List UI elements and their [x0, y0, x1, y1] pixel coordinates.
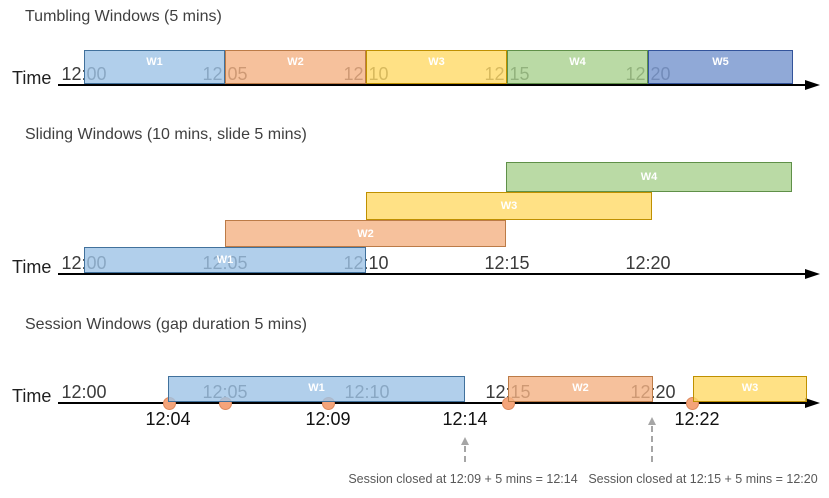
session-timeline [58, 402, 806, 404]
window-label: W3 [741, 382, 759, 394]
time-axis-label-session: Time [12, 386, 52, 406]
session-window-w2: W2 [508, 376, 653, 402]
sliding-tick-label: 12:20 [625, 253, 671, 273]
session-tick-label: 12:00 [61, 382, 107, 402]
session-closed-note: Session closed at 12:15 + 5 mins = 12:20 [588, 472, 818, 486]
session-closed-arrow-stem [464, 446, 466, 462]
event-time-label: 12:14 [442, 409, 488, 429]
sliding-window-w1: W1 [84, 247, 366, 273]
sliding-window-w3: W3 [366, 192, 652, 220]
window-label: W2 [287, 56, 304, 68]
session-window-w1: W1 [168, 376, 465, 402]
sliding-window-w2: W2 [225, 220, 506, 247]
event-time-label: 12:22 [674, 409, 720, 429]
window-label: W3 [428, 56, 445, 68]
window-label: W4 [569, 56, 586, 68]
tumbling-window-w3: W3 [366, 50, 507, 84]
session-timeline-arrow-icon [805, 398, 820, 408]
event-time-label: 12:09 [305, 409, 351, 429]
window-label: W2 [357, 227, 374, 240]
section-title-sliding: Sliding Windows (10 mins, slide 5 mins) [25, 126, 307, 143]
event-time-label: 12:04 [145, 409, 191, 429]
window-label: W5 [712, 56, 729, 68]
tumbling-window-w2: W2 [225, 50, 366, 84]
sliding-timeline-arrow-icon [805, 269, 820, 279]
session-closed-arrow-icon [460, 437, 469, 445]
window-label: W4 [640, 171, 658, 183]
section-title-session: Session Windows (gap duration 5 mins) [25, 316, 307, 333]
session-window-w3: W3 [693, 376, 807, 402]
window-label: W3 [500, 200, 518, 212]
window-label: W1 [308, 382, 325, 394]
session-closed-arrow-stem [651, 426, 653, 462]
section-title-tumbling: Tumbling Windows (5 mins) [25, 8, 222, 25]
sliding-timeline [58, 273, 806, 275]
tumbling-window-w4: W4 [507, 50, 648, 84]
sliding-tick-label: 12:15 [484, 253, 530, 273]
time-axis-label-tumbling: Time [12, 68, 52, 88]
tumbling-window-w5: W5 [648, 50, 793, 84]
window-label: W2 [572, 382, 589, 394]
time-axis-label-sliding: Time [12, 257, 52, 277]
window-label: W1 [216, 254, 234, 266]
tumbling-window-w1: W1 [84, 50, 225, 84]
tumbling-timeline-arrow-icon [805, 80, 820, 90]
window-label: W1 [146, 56, 163, 68]
sliding-window-w4: W4 [506, 162, 792, 192]
session-closed-note: Session closed at 12:09 + 5 mins = 12:14 [348, 472, 578, 486]
session-closed-arrow-icon [647, 417, 656, 425]
tumbling-timeline [58, 84, 806, 86]
